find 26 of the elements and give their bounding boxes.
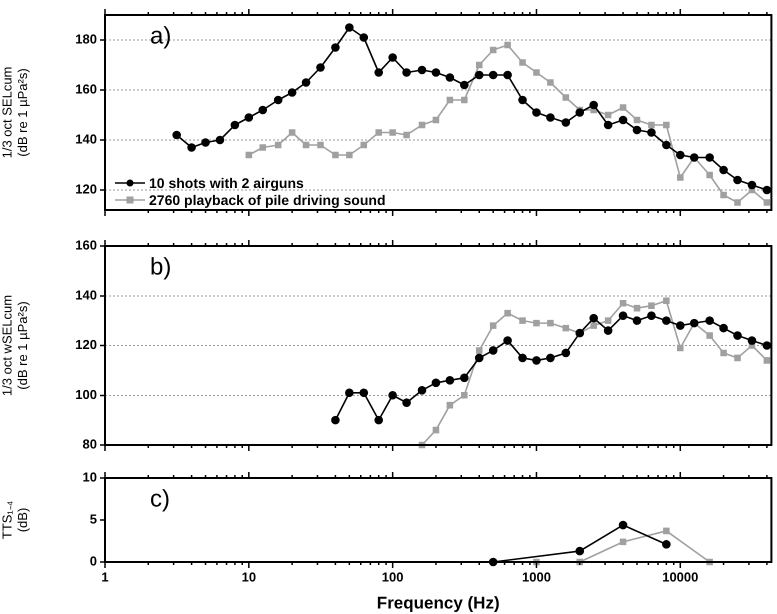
x-axis-title: Frequency (Hz) xyxy=(376,593,500,612)
y-axis-title: 1/3 oct SELcum (dB re 1 µPa²s) xyxy=(0,66,30,158)
y-tick-label: 140 xyxy=(75,287,97,302)
x-tick-label: 10 xyxy=(242,569,256,584)
legend-label: 10 shots with 2 airguns xyxy=(149,174,304,191)
x-tick-label: 100 xyxy=(382,569,404,584)
x-tick-label: 1 xyxy=(101,569,109,584)
y-tick-label: 120 xyxy=(75,182,97,197)
y-tick-label: 80 xyxy=(82,436,97,452)
y-tick-label: 100 xyxy=(75,386,97,402)
annotation: a) xyxy=(150,22,172,50)
y-tick-label: 0 xyxy=(90,554,97,569)
y-axis-title: TTS₁₋₄ (dB) xyxy=(0,500,30,540)
annotation: c) xyxy=(150,486,170,513)
y-tick-label: 140 xyxy=(75,132,97,147)
y-axis-title: 1/3 oct wSELcum (dB re 1 µPa²s) xyxy=(0,294,30,396)
x-tick-label: 10000 xyxy=(662,569,698,584)
y-tick-label: 160 xyxy=(75,238,97,253)
y-tick-label: 180 xyxy=(75,32,97,47)
annotation: b) xyxy=(150,254,172,281)
y-tick-label: 5 xyxy=(90,512,97,527)
y-tick-label: 120 xyxy=(75,337,97,352)
y-tick-label: 160 xyxy=(75,82,97,97)
legend-label: 2760 playback of pile driving sound xyxy=(149,192,386,208)
x-tick-label: 1000 xyxy=(522,569,551,584)
y-tick-label: 10 xyxy=(82,470,97,485)
